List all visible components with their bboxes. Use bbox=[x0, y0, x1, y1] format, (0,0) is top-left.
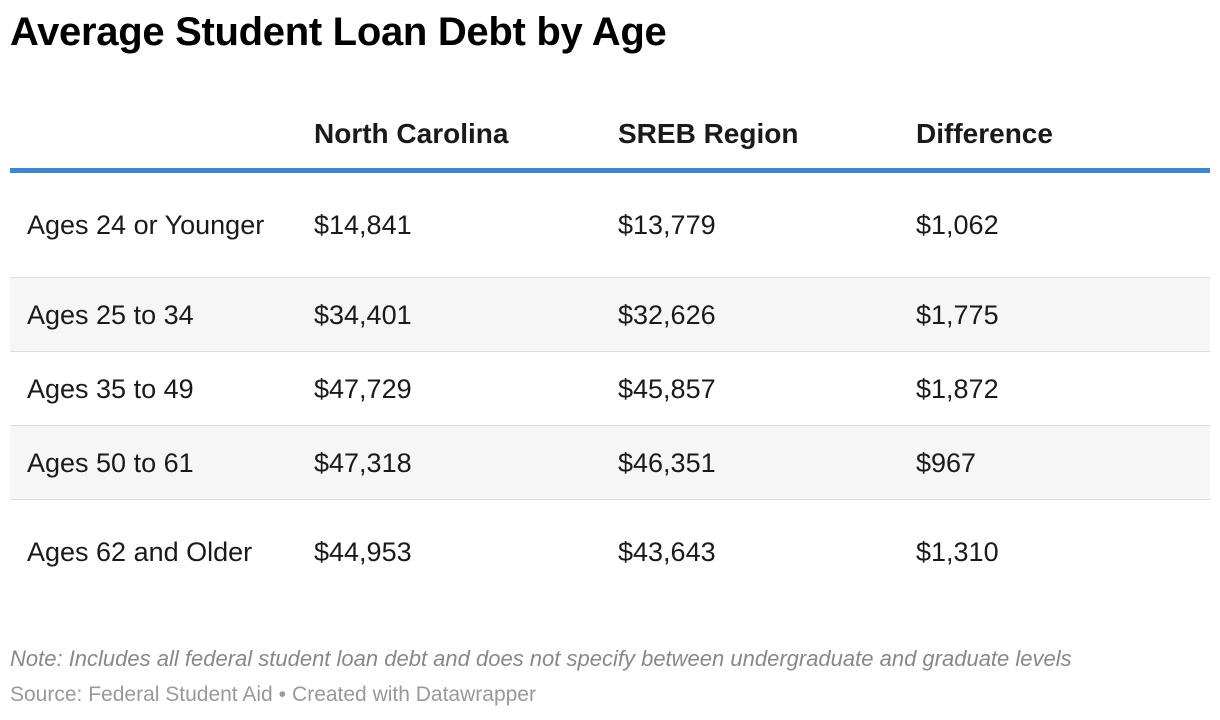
data-table: North Carolina SREB Region Difference Ag… bbox=[10, 98, 1210, 604]
row-label: Ages 62 and Older bbox=[27, 537, 253, 567]
sreb-region-value: $43,643 bbox=[618, 537, 716, 567]
chart-title: Average Student Loan Debt by Age bbox=[10, 10, 667, 54]
north-carolina-value: $34,401 bbox=[314, 299, 412, 330]
north-carolina-value: $47,729 bbox=[314, 373, 412, 404]
sreb-region-value: $46,351 bbox=[618, 447, 716, 478]
row-label: Ages 25 to 34 bbox=[27, 299, 194, 330]
row-label: Ages 24 or Younger bbox=[27, 210, 265, 240]
table-row: Ages 24 or Younger $14,841 $13,779 $1,06… bbox=[10, 173, 1210, 278]
column-header-difference: Difference bbox=[916, 118, 1053, 149]
sreb-region-value: $32,626 bbox=[618, 299, 716, 330]
column-header-north-carolina: North Carolina bbox=[314, 118, 509, 149]
credit-text: Created with Datawrapper bbox=[292, 683, 536, 706]
table-row: Ages 25 to 34 $34,401 $32,626 $1,775 bbox=[10, 278, 1210, 352]
north-carolina-value: $14,841 bbox=[314, 210, 412, 240]
table-header: North Carolina SREB Region Difference bbox=[10, 98, 1210, 173]
row-label: Ages 35 to 49 bbox=[27, 373, 194, 404]
source-text: Source: Federal Student Aid bbox=[10, 683, 273, 706]
chart-note: Note: Includes all federal student loan … bbox=[10, 646, 1072, 671]
table-row: Ages 35 to 49 $47,729 $45,857 $1,872 bbox=[10, 352, 1210, 426]
difference-value: $1,062 bbox=[916, 210, 999, 240]
chart-source-line: Source: Federal Student Aid • Created with… bbox=[10, 683, 536, 707]
separator-dot: • bbox=[278, 683, 287, 706]
sreb-region-value: $45,857 bbox=[618, 373, 716, 404]
north-carolina-value: $47,318 bbox=[314, 447, 412, 478]
difference-value: $1,775 bbox=[916, 299, 999, 330]
difference-value: $967 bbox=[916, 447, 977, 478]
table-row: Ages 62 and Older $44,953 $43,643 $1,310 bbox=[10, 500, 1210, 604]
column-header-sreb-region: SREB Region bbox=[618, 118, 799, 149]
row-label: Ages 50 to 61 bbox=[27, 447, 194, 478]
difference-value: $1,872 bbox=[916, 373, 999, 404]
difference-value: $1,310 bbox=[916, 537, 999, 567]
table-row: Ages 50 to 61 $47,318 $46,351 $967 bbox=[10, 426, 1210, 500]
sreb-region-value: $13,779 bbox=[618, 210, 716, 240]
north-carolina-value: $44,953 bbox=[314, 537, 412, 567]
